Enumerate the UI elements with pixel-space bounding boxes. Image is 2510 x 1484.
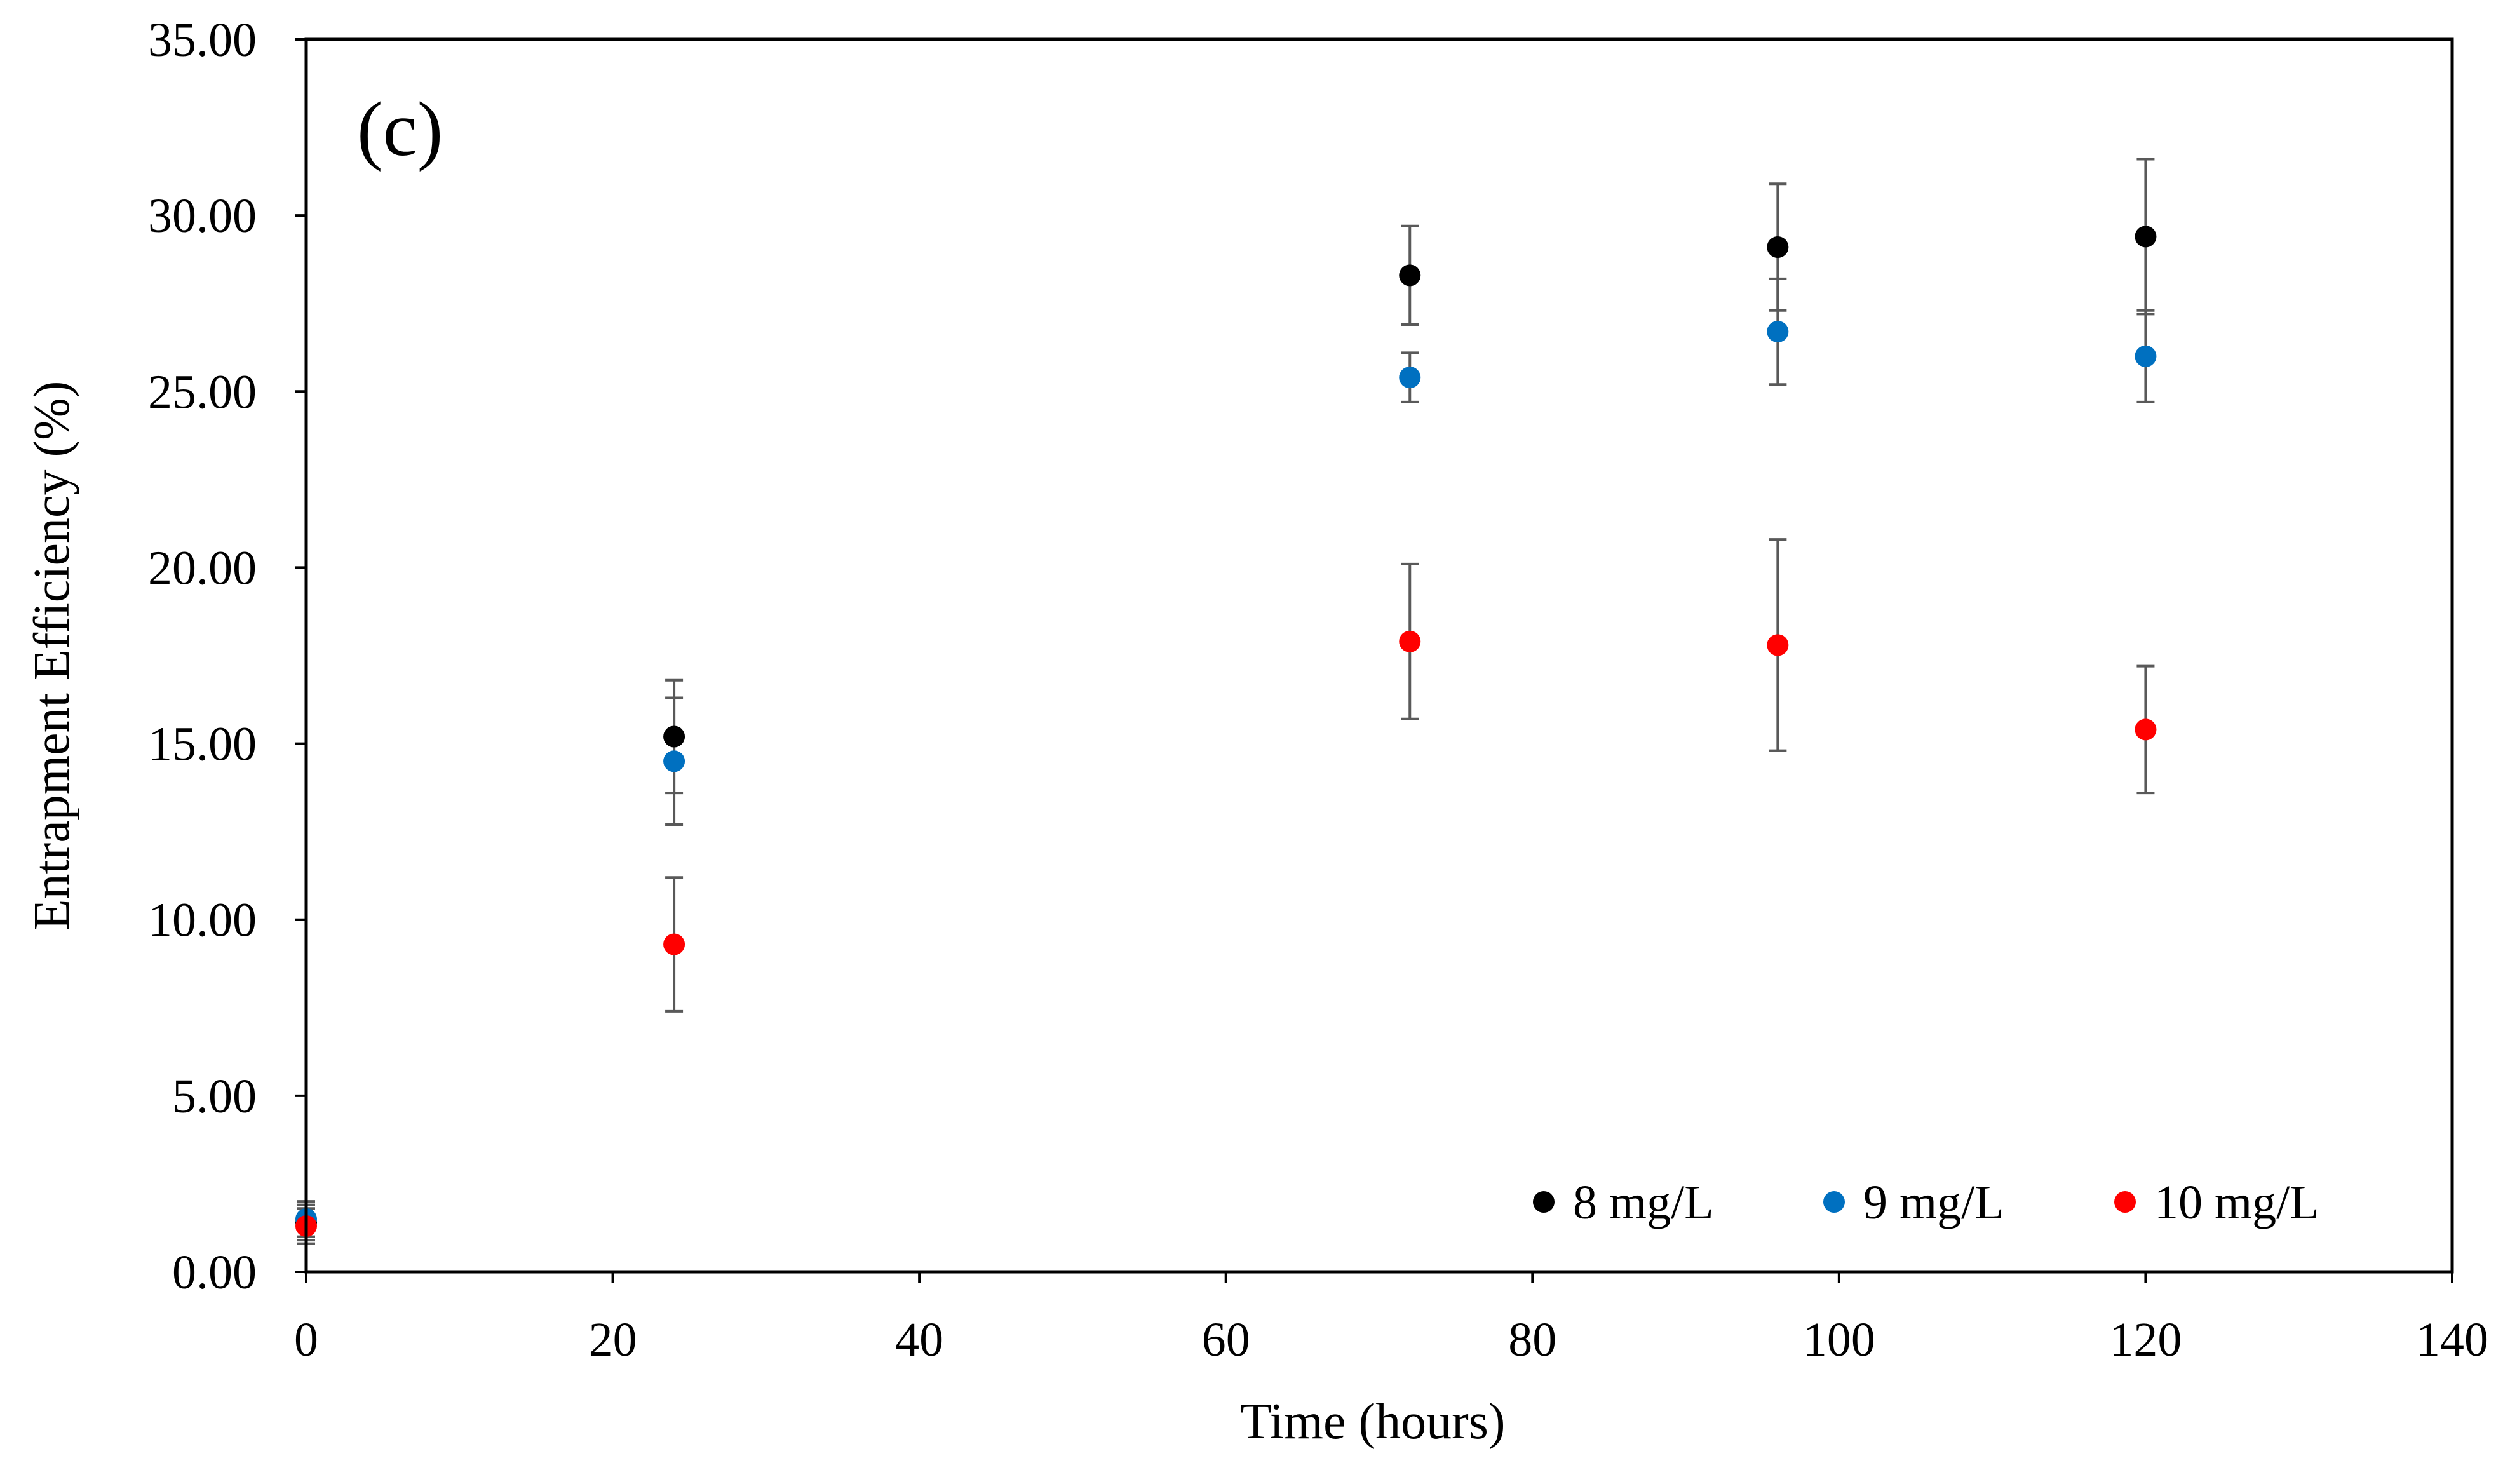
legend-label: 8 mg/L [1573,1176,1714,1229]
data-point [2135,226,2157,248]
y-tick-label: 10.00 [148,894,257,947]
legend-marker [1533,1191,1555,1213]
x-tick-label: 100 [1803,1313,1875,1366]
x-axis-title: Time (hours) [1240,1394,1505,1450]
y-tick-label: 30.00 [148,189,257,243]
x-tick-label: 20 [589,1313,637,1366]
legend-item: 10 mg/L [2114,1176,2319,1229]
data-point [1767,634,1789,656]
data-points [295,226,2157,1237]
panel-label: (c) [357,86,443,172]
y-axis-title: Entrapment Efficiency (%) [24,381,80,931]
x-tick-label: 0 [294,1313,318,1366]
plot-area-frame [304,37,2454,1274]
legend-item: 8 mg/L [1533,1176,1714,1229]
data-point [1399,264,1421,287]
x-tick-label: 120 [2109,1313,2182,1366]
x-tick-label: 140 [2416,1313,2488,1366]
x-axis-ticks: 0 20 40 60 80 100 120 140 [294,1272,2488,1366]
x-tick-label: 60 [1202,1313,1250,1366]
data-point [2135,718,2157,741]
data-point [1399,630,1421,652]
y-tick-label: 20.00 [148,541,257,595]
data-point [1399,367,1421,389]
legend-marker [1823,1191,1845,1213]
x-tick-label: 80 [1508,1313,1556,1366]
legend-marker [2114,1191,2136,1213]
legend-label: 9 mg/L [1863,1176,2004,1229]
data-point [2135,345,2157,367]
legend-item: 9 mg/L [1823,1176,2004,1229]
data-point [663,933,685,955]
y-tick-label: 5.00 [172,1070,257,1123]
y-axis-ticks: 0.00 5.00 10.00 15.00 20.00 25.00 30.00 35.00 [148,13,306,1299]
x-tick-label: 40 [895,1313,943,1366]
legend: 8 mg/L 9 mg/L 10 mg/L [1533,1176,2319,1229]
data-point [663,725,685,748]
y-tick-label: 15.00 [148,718,257,771]
data-point [663,750,685,772]
y-tick-label: 0.00 [172,1246,257,1299]
y-tick-label: 35.00 [148,13,257,67]
y-tick-label: 25.00 [148,365,257,419]
data-point [1767,236,1789,259]
data-point [1767,321,1789,343]
legend-label: 10 mg/L [2154,1176,2319,1229]
